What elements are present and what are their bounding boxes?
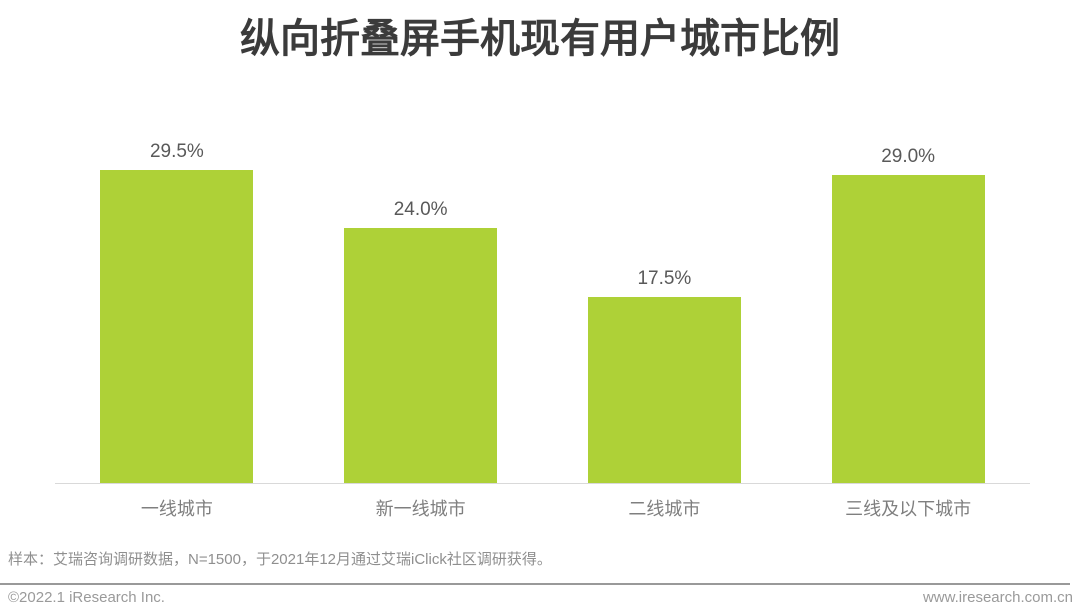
- bar-value-label: 29.5%: [149, 141, 204, 162]
- bar-chart-plot: 29.5% 24.0% 17.5% 29.0%: [55, 124, 1030, 484]
- sample-note: 样本：艾瑞咨询调研数据，N=1500，于2021年12月通过艾瑞iClick社区…: [8, 551, 552, 568]
- bar-group: 24.0%: [299, 124, 543, 483]
- bar: [831, 175, 985, 483]
- bar-value-label: 24.0%: [393, 199, 448, 220]
- bar-value-label: 29.0%: [881, 146, 936, 167]
- bar: [587, 297, 741, 483]
- bar-group: 29.0%: [786, 124, 1030, 483]
- bar-category-label: 新一线城市: [375, 499, 466, 519]
- bar-category-label: 二线城市: [628, 499, 701, 519]
- bar-category-label: 三线及以下城市: [845, 499, 972, 519]
- footer-separator: [0, 583, 1070, 585]
- bar-group: 29.5%: [55, 124, 299, 483]
- bar: [100, 170, 254, 483]
- bar-category-label: 一线城市: [140, 499, 213, 519]
- bar: [344, 228, 498, 483]
- bar-value-label: 17.5%: [637, 268, 692, 289]
- bar-group: 17.5%: [543, 124, 787, 483]
- website-link[interactable]: www.iresearch.com.cn: [922, 589, 1073, 606]
- category-axis: 一线城市 新一线城市 二线城市 三线及以下城市: [55, 499, 1030, 521]
- chart-title: 纵向折叠屏手机现有用户城市比例: [240, 17, 840, 61]
- copyright-text: ©2022.1 iResearch Inc.: [8, 589, 165, 606]
